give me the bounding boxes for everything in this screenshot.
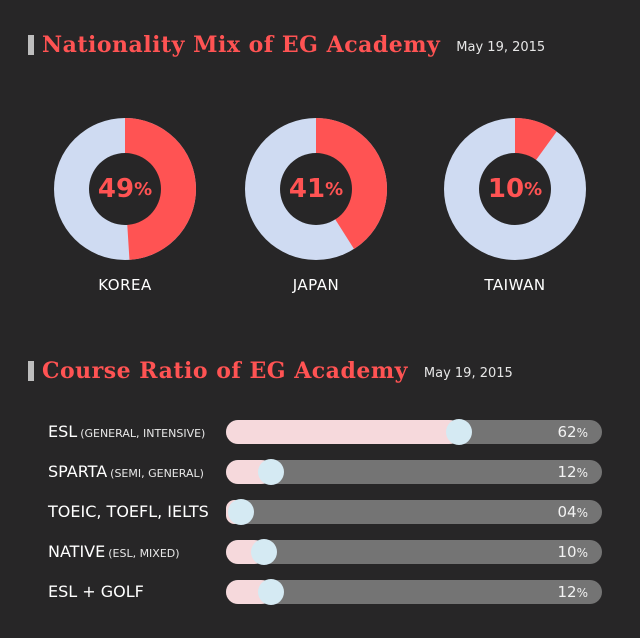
bar-value-label: 12% — [558, 463, 589, 481]
bar-row: ESL (GENERAL, INTENSIVE) 62% — [0, 419, 640, 446]
donut-value-label: 10% — [444, 118, 586, 260]
bar-category-label: TOEIC, TOEFL, IELTS — [48, 502, 209, 521]
donut-chart: 41% — [245, 118, 387, 260]
bar-row: TOEIC, TOEFL, IELTS 04% — [0, 499, 640, 526]
donut-value-unit: % — [325, 178, 344, 200]
bar-track — [226, 419, 602, 445]
bar-knob — [258, 459, 285, 485]
bar-value-number: 10 — [557, 543, 577, 561]
donut-chart: 49% — [54, 118, 196, 260]
course-header: Course Ratio of EG Academy May 19, 2015 — [28, 358, 513, 384]
donut-category-label: TAIWAN — [484, 276, 546, 294]
bar-track — [226, 459, 602, 485]
bar-row: NATIVE (ESL, MIXED) 10% — [0, 539, 640, 566]
donut-chart: 10% — [444, 118, 586, 260]
donut-value-label: 49% — [54, 118, 196, 260]
bar-track — [226, 579, 602, 605]
bar-track — [226, 539, 602, 565]
bar-category-name: NATIVE — [48, 542, 106, 561]
bar-category-label: NATIVE (ESL, MIXED) — [48, 542, 180, 561]
bar-knob — [258, 579, 285, 605]
section-marker — [28, 35, 34, 55]
nationality-header: Nationality Mix of EG Academy May 19, 20… — [28, 32, 545, 58]
bar-value-number: 62 — [557, 423, 577, 441]
donut-value-number: 41 — [288, 174, 326, 204]
donut-hole — [89, 153, 161, 225]
bar-category-name: ESL + GOLF — [48, 582, 144, 601]
donut-value-label: 41% — [245, 118, 387, 260]
bar-value-unit: % — [576, 466, 588, 480]
course-date: May 19, 2015 — [423, 365, 513, 381]
donut-value-number: 49 — [97, 174, 135, 204]
bar-track — [226, 499, 602, 525]
bar-value-label: 04% — [558, 503, 589, 521]
donut-category-label: KOREA — [98, 276, 152, 294]
bar-category-name: TOEIC, TOEFL, IELTS — [48, 502, 209, 521]
bar-value-label: 12% — [558, 583, 589, 601]
bar-row: SPARTA (SEMI, GENERAL) 12% — [0, 459, 640, 486]
course-title: Course Ratio of EG Academy — [42, 358, 408, 384]
bar-knob — [250, 539, 277, 565]
bar-category-subtitle: (GENERAL, INTENSIVE) — [80, 427, 206, 440]
bar-category-label: SPARTA (SEMI, GENERAL) — [48, 462, 204, 481]
bar-value-label: 62% — [558, 423, 589, 441]
bar-category-label: ESL + GOLF — [48, 582, 144, 601]
donut-value-unit: % — [524, 178, 543, 200]
bar-category-name: SPARTA — [48, 462, 108, 481]
bar-knob — [228, 499, 255, 525]
donut-hole — [479, 153, 551, 225]
bar-value-unit: % — [576, 506, 588, 520]
bar-value-unit: % — [576, 586, 588, 600]
bar-category-name: ESL — [48, 422, 78, 441]
nationality-title: Nationality Mix of EG Academy — [42, 32, 441, 58]
bar-category-subtitle: (ESL, MIXED) — [108, 547, 180, 560]
bar-value-unit: % — [576, 546, 588, 560]
bar-knob — [446, 419, 473, 445]
donut-hole — [280, 153, 352, 225]
bar-value-label: 10% — [558, 543, 589, 561]
section-marker — [28, 361, 34, 381]
bar-value-unit: % — [576, 426, 588, 440]
donut-value-number: 10 — [487, 174, 525, 204]
bar-value-number: 12 — [557, 463, 577, 481]
donut-value-unit: % — [134, 178, 153, 200]
bar-category-subtitle: (SEMI, GENERAL) — [110, 467, 204, 480]
bar-value-number: 04 — [557, 503, 577, 521]
bar-value-number: 12 — [557, 583, 577, 601]
nationality-date: May 19, 2015 — [456, 39, 546, 55]
donut-category-label: JAPAN — [292, 276, 340, 294]
bar-row: ESL + GOLF 12% — [0, 579, 640, 606]
bar-fill — [226, 420, 462, 444]
bar-category-label: ESL (GENERAL, INTENSIVE) — [48, 422, 205, 441]
